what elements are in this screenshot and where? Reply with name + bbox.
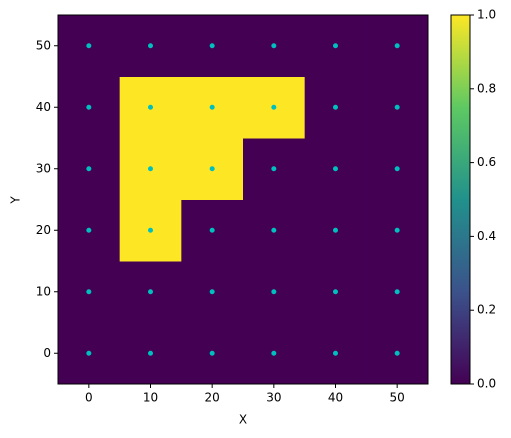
scatter-point xyxy=(271,289,277,295)
colorbar xyxy=(450,14,471,385)
scatter-point xyxy=(148,350,153,356)
y-tick-label: 40 xyxy=(36,100,51,114)
scatter-point xyxy=(333,350,338,356)
scatter-point xyxy=(271,166,277,172)
scatter-point xyxy=(271,43,277,49)
scatter-point xyxy=(148,43,153,49)
scatter-point xyxy=(394,43,400,49)
scatter-point xyxy=(333,289,338,295)
scatter-point xyxy=(86,289,92,295)
scatter-point xyxy=(333,227,338,233)
scatter-point xyxy=(394,227,400,233)
scatter-point xyxy=(209,227,215,233)
scatter-point xyxy=(209,289,215,295)
scatter-point xyxy=(394,350,400,356)
scatter-point xyxy=(271,104,277,110)
x-tick-label: 50 xyxy=(390,391,405,405)
scatter-point xyxy=(148,104,153,110)
x-tick-label: 0 xyxy=(85,391,93,405)
colorbar-tick-label: 1.0 xyxy=(477,8,496,22)
scatter-point xyxy=(333,166,338,172)
x-tick-label: 30 xyxy=(266,391,281,405)
x-tick-label: 20 xyxy=(205,391,220,405)
scatter-point xyxy=(394,166,400,172)
axes-frame xyxy=(57,14,429,385)
scatter-point xyxy=(148,166,153,172)
scatter-point xyxy=(86,166,92,172)
scatter-point xyxy=(86,350,92,356)
scatter-point xyxy=(394,104,400,110)
y-tick-label: 0 xyxy=(43,346,51,360)
y-tick-label: 10 xyxy=(36,284,51,298)
colorbar-tick-label: 0.2 xyxy=(477,303,496,317)
scatter-point xyxy=(394,289,400,295)
scatter-point xyxy=(209,43,215,49)
colorbar-tick-label: 0.6 xyxy=(477,155,496,169)
scatter-point xyxy=(148,289,153,295)
scatter-point xyxy=(271,350,277,356)
scatter-point xyxy=(271,227,277,233)
scatter-point xyxy=(209,166,215,172)
scatter-point xyxy=(86,104,92,110)
y-tick-label: 20 xyxy=(36,223,51,237)
scatter-point xyxy=(333,43,338,49)
scatter-point xyxy=(148,227,153,233)
colorbar-tick-label: 0.8 xyxy=(477,81,496,95)
scatter-point xyxy=(86,227,92,233)
scatter-point xyxy=(209,104,215,110)
colorbar-tick-label: 0.4 xyxy=(477,229,496,243)
y-tick-label: 50 xyxy=(36,38,51,52)
x-axis-label: X xyxy=(239,413,247,427)
y-tick-label: 30 xyxy=(36,161,51,175)
colorbar-tick-label: 0.0 xyxy=(477,377,496,391)
x-tick-label: 10 xyxy=(143,391,158,405)
scatter-point xyxy=(333,104,338,110)
x-tick-label: 40 xyxy=(328,391,343,405)
scatter-point xyxy=(86,43,92,49)
scatter-point xyxy=(209,350,215,356)
y-axis-label: Y xyxy=(9,196,23,205)
